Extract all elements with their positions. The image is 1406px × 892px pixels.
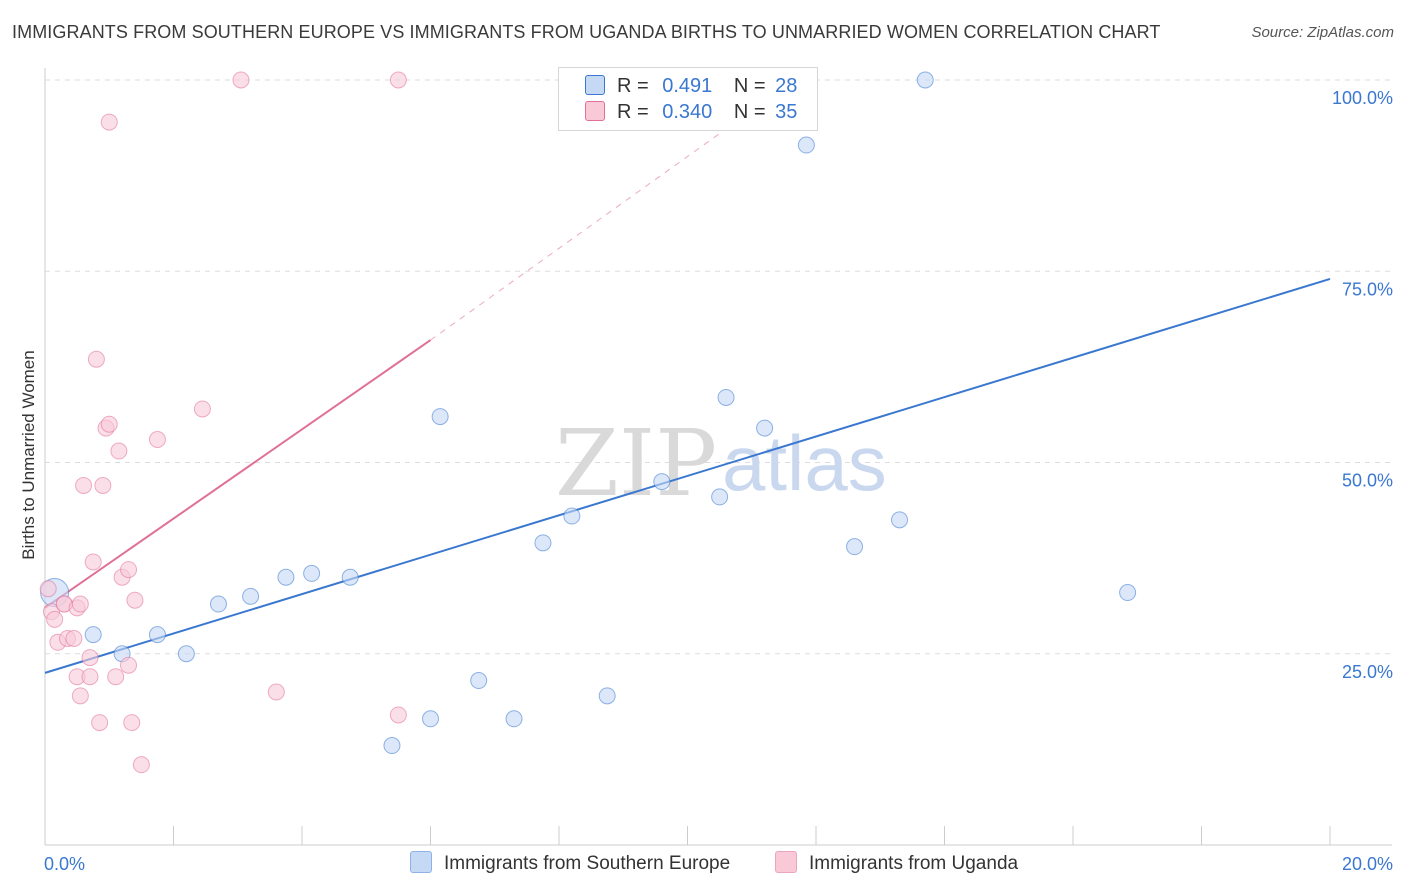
data-point (94, 476, 112, 494)
data-point (717, 388, 735, 406)
data-point (232, 71, 250, 89)
data-point (431, 408, 449, 426)
chart-title: IMMIGRANTS FROM SOUTHERN EUROPE VS IMMIG… (12, 22, 1161, 42)
data-point (303, 564, 321, 582)
x-tick-label: 0.0% (44, 854, 85, 874)
data-point (100, 113, 118, 131)
axis-layer (44, 68, 1392, 846)
grid-layer (45, 79, 1392, 655)
data-point (81, 668, 99, 686)
legend-pink-n: 35 (775, 101, 798, 123)
data-point (87, 350, 105, 368)
data-point (389, 71, 407, 89)
data-point (71, 595, 89, 613)
data-point (123, 714, 141, 732)
y-axis-label: Births to Unmarried Women (19, 350, 38, 559)
data-point (39, 580, 57, 598)
data-point (534, 534, 552, 552)
watermark-zip: ZIP (555, 410, 717, 517)
data-point (1119, 584, 1137, 602)
y-tick-label: 25.0% (1342, 662, 1393, 682)
data-point (277, 568, 295, 586)
data-point (797, 136, 815, 154)
legend-swatch-blue (585, 75, 605, 95)
data-point (846, 538, 864, 556)
legend: R = 0.491 N = 28 R = 0.340 N = 35 (558, 67, 818, 131)
legend-pink-r: 0.340 (662, 101, 713, 123)
legend-n-label: N = (733, 101, 766, 123)
legend-swatch-pink (585, 101, 605, 121)
legend-r-label: R = (617, 75, 649, 97)
data-point (598, 687, 616, 705)
data-point (209, 595, 227, 613)
data-point (84, 626, 102, 644)
data-point (75, 476, 93, 494)
data-point (193, 400, 211, 418)
legend-blue-n: 28 (775, 75, 798, 97)
data-point (126, 591, 144, 609)
data-point (505, 710, 523, 728)
trend-line-extension (430, 133, 720, 341)
data-point (120, 561, 138, 579)
label-layer: 100.0% 75.0% 50.0% 25.0% 0.0% 20.0% (44, 88, 1393, 874)
bottom-legend-swatch-pink (775, 851, 797, 873)
bottom-legend-blue-label: Immigrants from Southern Europe (444, 853, 731, 874)
bottom-legend-swatch-blue (410, 851, 432, 873)
data-point (84, 553, 102, 571)
x-tick-label: 20.0% (1342, 854, 1393, 874)
data-point (563, 507, 581, 525)
data-point (422, 710, 439, 728)
data-point (711, 488, 729, 506)
data-point (148, 431, 166, 449)
data-point (91, 714, 109, 732)
data-point (177, 645, 195, 663)
data-point (891, 511, 909, 529)
data-point (389, 706, 407, 724)
data-point (107, 668, 125, 686)
data-point (100, 415, 118, 433)
data-point (148, 626, 166, 644)
legend-row-pink: R = 0.340 N = 35 (585, 101, 797, 127)
data-point (71, 687, 89, 705)
data-point (383, 737, 401, 755)
bottom-legend-blue: Immigrants from Southern Europe (410, 851, 730, 877)
trend-layer (44, 133, 1331, 674)
y-tick-label: 75.0% (1342, 279, 1393, 299)
bottom-legend-pink-label: Immigrants from Uganda (809, 853, 1019, 874)
legend-blue-r: 0.491 (662, 75, 713, 97)
data-point (267, 683, 285, 701)
legend-row-blue: R = 0.491 N = 28 (585, 75, 797, 101)
data-point (242, 587, 260, 605)
y-tick-label: 50.0% (1342, 471, 1393, 491)
bottom-legend-pink: Immigrants from Uganda (775, 851, 1018, 877)
trend-line (44, 339, 432, 609)
data-point (470, 672, 488, 690)
watermark: ZIP atlas (555, 410, 887, 517)
data-point (132, 756, 150, 774)
y-tick-label: 100.0% (1332, 88, 1393, 108)
watermark-atlas: atlas (722, 419, 887, 507)
source-label: Source: ZipAtlas.com (1251, 24, 1394, 41)
legend-r-label: R = (617, 101, 649, 123)
data-point (110, 442, 128, 460)
data-point (756, 419, 774, 437)
data-point (341, 568, 359, 586)
data-point (120, 656, 138, 674)
data-point (46, 610, 64, 628)
data-point (81, 649, 99, 667)
trend-line (44, 277, 1331, 674)
data-point (653, 473, 671, 491)
data-point (916, 71, 934, 89)
legend-n-label: N = (733, 75, 766, 97)
points-layer (39, 71, 1137, 774)
data-point (65, 629, 83, 647)
